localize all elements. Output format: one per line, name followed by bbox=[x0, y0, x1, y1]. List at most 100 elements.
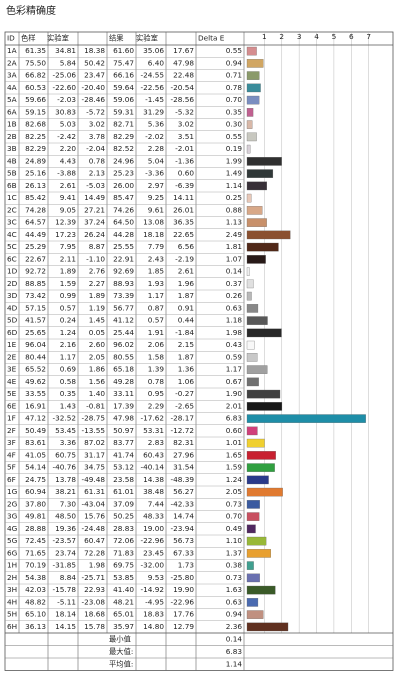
cell-value: 18.83 bbox=[143, 610, 164, 619]
delta-e-bar bbox=[246, 46, 257, 56]
cell-value: 2.15 bbox=[178, 340, 194, 349]
cell-id: 4F bbox=[7, 450, 16, 459]
cell-value: 0.91 bbox=[178, 303, 194, 312]
cell-value: 8.87 bbox=[89, 242, 106, 251]
cell-delta-e: 0.19 bbox=[226, 144, 243, 153]
cell-value: -3.36 bbox=[145, 169, 164, 178]
cell-delta-e: 0.49 bbox=[226, 524, 243, 533]
cell-value: 42.03 bbox=[25, 585, 46, 594]
delta-e-bar bbox=[246, 144, 251, 154]
cell-value: -2.03 bbox=[57, 95, 76, 104]
header-cell: 实验室 bbox=[136, 34, 158, 43]
cell-value: 1.06 bbox=[178, 377, 195, 386]
cell-delta-e: 0.88 bbox=[226, 205, 243, 214]
cell-value: 28.83 bbox=[113, 524, 134, 533]
cell-value: -2.65 bbox=[175, 401, 194, 410]
cell-value: -40.14 bbox=[140, 463, 164, 472]
cell-delta-e: 1.99 bbox=[226, 156, 243, 165]
cell-value: 13.08 bbox=[143, 218, 164, 227]
delta-e-bar bbox=[246, 71, 260, 80]
cell-value: 7.95 bbox=[60, 242, 76, 251]
cell-value: 85.47 bbox=[113, 193, 134, 202]
delta-e-bar bbox=[246, 585, 276, 595]
cell-id: 1C bbox=[7, 193, 17, 202]
cell-id: 2G bbox=[7, 499, 18, 508]
cell-value: -25.06 bbox=[52, 71, 76, 80]
cell-value: 25.23 bbox=[113, 169, 134, 178]
summary-value: 0.14 bbox=[226, 634, 243, 643]
delta-e-bar bbox=[246, 304, 259, 313]
cell-value: -4.95 bbox=[145, 597, 164, 606]
cell-value: 2.06 bbox=[148, 340, 165, 349]
cell-value: -6.39 bbox=[175, 181, 194, 190]
cell-value: 24.75 bbox=[25, 475, 46, 484]
cell-value: 1.43 bbox=[60, 401, 77, 410]
delta-e-bar bbox=[246, 59, 264, 68]
cell-value: 82.31 bbox=[173, 438, 194, 447]
cell-value: 71.83 bbox=[113, 548, 134, 557]
delta-e-bar bbox=[246, 561, 254, 570]
cell-delta-e: 0.70 bbox=[226, 95, 243, 104]
cell-delta-e: 0.14 bbox=[226, 267, 243, 276]
cell-value: 57.15 bbox=[25, 303, 46, 312]
cell-id: 1F bbox=[7, 414, 16, 423]
cell-value: 41.40 bbox=[113, 585, 134, 594]
delta-e-bar bbox=[246, 451, 276, 460]
cell-delta-e: 1.24 bbox=[226, 475, 243, 484]
cell-value: 60.47 bbox=[84, 536, 105, 545]
delta-e-bar bbox=[246, 598, 259, 607]
cell-value: -23.94 bbox=[170, 524, 194, 533]
cell-value: 60.75 bbox=[55, 450, 76, 459]
delta-e-bar bbox=[246, 500, 260, 509]
cell-value: 53.85 bbox=[113, 573, 134, 582]
cell-value: 7.79 bbox=[148, 242, 165, 251]
cell-value: 47.98 bbox=[173, 58, 194, 67]
cell-value: 14.15 bbox=[55, 622, 76, 631]
cell-value: 31.17 bbox=[84, 450, 105, 459]
cell-value: 23.74 bbox=[55, 548, 76, 557]
cell-value: 18.68 bbox=[84, 610, 105, 619]
cell-value: 1.96 bbox=[178, 279, 195, 288]
cell-value: 33.55 bbox=[25, 389, 46, 398]
cell-value: 56.77 bbox=[113, 303, 134, 312]
summary-value: 6.83 bbox=[226, 647, 243, 656]
cell-value: 3.02 bbox=[89, 120, 105, 129]
cell-value: 9.61 bbox=[148, 205, 164, 214]
cell-value: 22.91 bbox=[113, 254, 134, 263]
cell-value: 67.33 bbox=[173, 548, 194, 557]
delta-e-bar bbox=[246, 524, 256, 534]
cell-value: 69.75 bbox=[113, 561, 134, 570]
cell-delta-e: 0.67 bbox=[226, 377, 243, 386]
cell-id: 2H bbox=[7, 573, 17, 582]
cell-value: 41.12 bbox=[113, 316, 134, 325]
cell-value: 61.31 bbox=[84, 487, 105, 496]
cell-value: 5.84 bbox=[60, 58, 77, 67]
cell-delta-e: 1.18 bbox=[226, 316, 243, 325]
cell-id: 2F bbox=[7, 426, 16, 435]
cell-value: 22.93 bbox=[84, 585, 105, 594]
cell-value: 0.99 bbox=[60, 291, 77, 300]
cell-value: 23.58 bbox=[113, 475, 134, 484]
cell-delta-e: 1.13 bbox=[226, 218, 243, 227]
cell-value: 25.16 bbox=[25, 169, 46, 178]
cell-value: 48.21 bbox=[113, 597, 134, 606]
cell-value: 26.13 bbox=[25, 181, 46, 190]
cell-value: 2.61 bbox=[178, 267, 194, 276]
delta-e-bar bbox=[246, 279, 254, 289]
delta-e-bar bbox=[246, 426, 258, 436]
cell-value: 80.44 bbox=[25, 352, 46, 361]
cell-value: -22.96 bbox=[140, 536, 164, 545]
cell-value: 35.06 bbox=[143, 46, 164, 55]
cell-value: 54.38 bbox=[25, 573, 46, 582]
cell-value: 3.78 bbox=[89, 132, 106, 141]
cell-value: -5.32 bbox=[175, 107, 194, 116]
cell-delta-e: 1.01 bbox=[226, 438, 242, 447]
cell-value: 25.29 bbox=[25, 242, 46, 251]
cell-delta-e: 1.07 bbox=[226, 254, 243, 263]
cell-id: 4A bbox=[7, 83, 17, 92]
cell-value: 0.57 bbox=[60, 303, 77, 312]
cell-value: 53.45 bbox=[55, 426, 76, 435]
cell-value: -25.80 bbox=[170, 573, 194, 582]
cell-value: 53.12 bbox=[113, 463, 134, 472]
cell-value: 41.57 bbox=[25, 316, 46, 325]
